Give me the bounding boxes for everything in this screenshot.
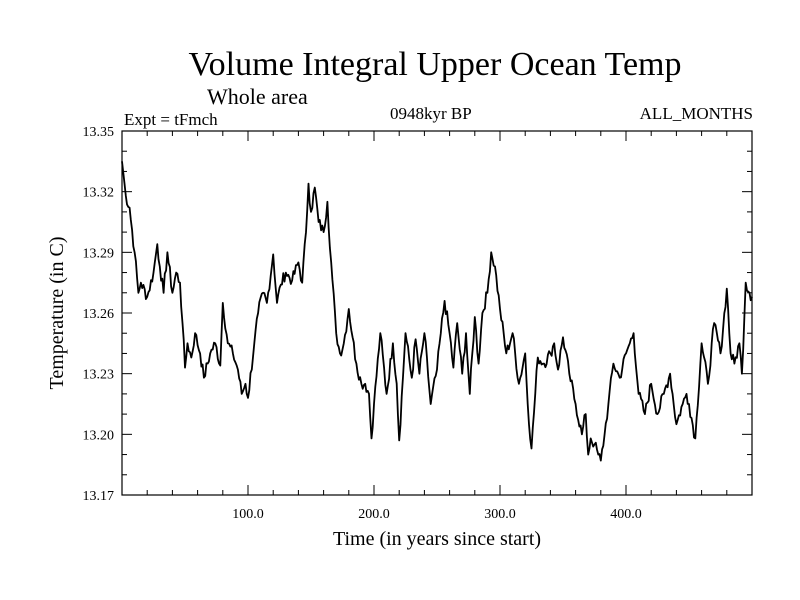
y-tick-label: 13.17 — [83, 489, 115, 504]
experiment-label: Expt = tFmch — [124, 110, 218, 129]
x-tick-label: 300.0 — [484, 507, 516, 522]
chart-subtitle: Whole area — [207, 84, 308, 109]
y-axis-label: Temperature (in C) — [46, 237, 68, 390]
y-tick-label: 13.20 — [83, 428, 115, 443]
axis-ticks — [122, 131, 752, 495]
x-tick-label: 400.0 — [610, 507, 642, 522]
y-tick-label: 13.26 — [83, 307, 115, 322]
plot-frame — [121, 130, 753, 496]
x-tick-label: 200.0 — [358, 507, 390, 522]
series-line — [121, 161, 753, 462]
x-axis-label: Time (in years since start) — [333, 528, 541, 550]
period-label: 0948kyr BP — [390, 104, 472, 123]
months-label: ALL_MONTHS — [639, 104, 753, 123]
y-tick-label: 13.35 — [83, 125, 115, 140]
x-tick-label: 100.0 — [232, 507, 264, 522]
chart-title: Volume Integral Upper Ocean Temp — [188, 46, 682, 83]
tick-labels: 100.0 200.0 300.0 400.0 13.17 13.20 13.23 13.26… — [83, 125, 642, 522]
y-tick-label: 13.32 — [83, 186, 115, 201]
y-tick-label: 13.23 — [83, 368, 115, 383]
y-tick-label: 13.29 — [83, 246, 115, 261]
